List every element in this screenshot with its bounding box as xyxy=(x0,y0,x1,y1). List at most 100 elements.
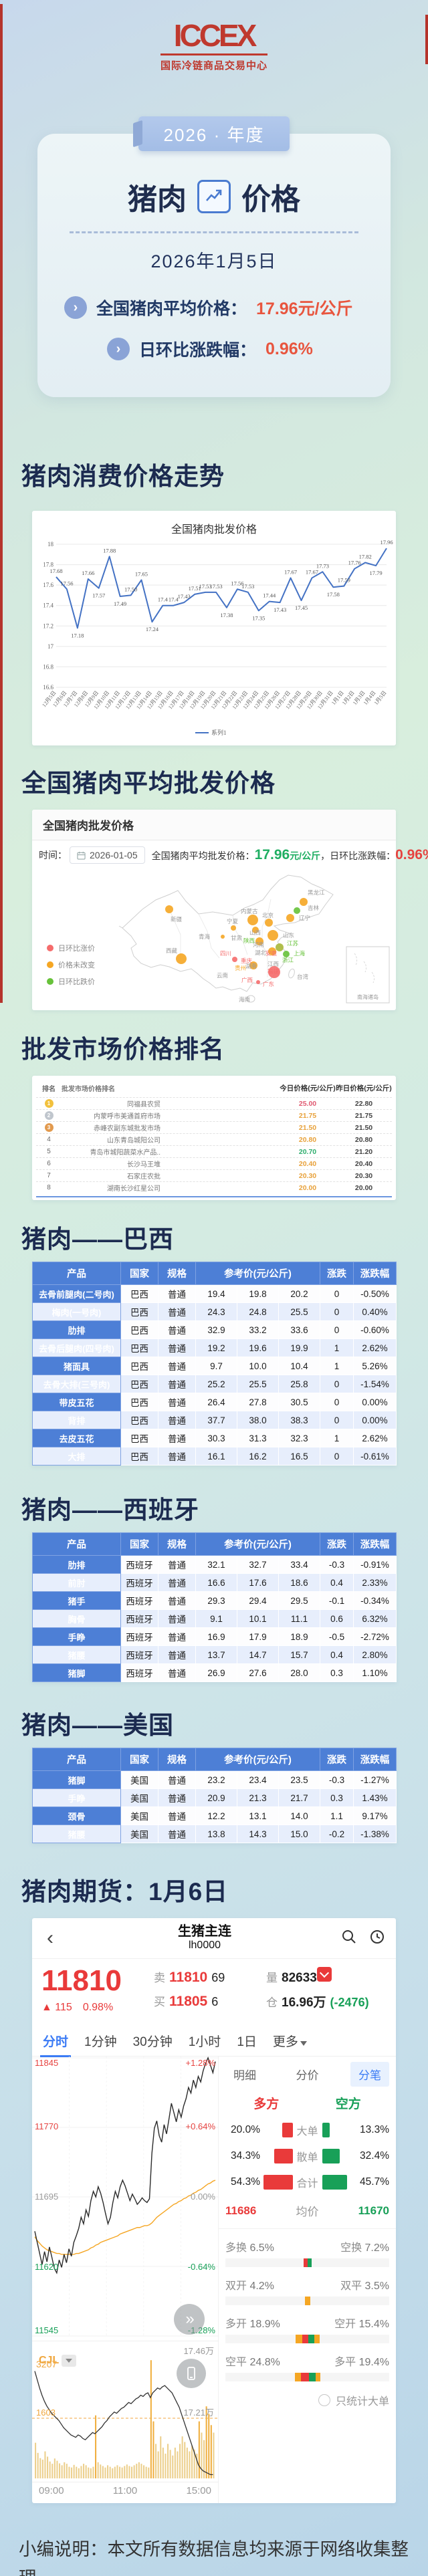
value-cell: 2.33% xyxy=(353,1573,397,1592)
col-country: 国家 xyxy=(120,1532,158,1556)
section-title-brazil: 猪肉——巴西 xyxy=(21,1225,174,1253)
col-pct: 涨跌幅 xyxy=(353,1262,397,1285)
short-bar xyxy=(322,2149,340,2163)
svg-text:+0.64%: +0.64% xyxy=(186,2121,216,2131)
value-cell: 37.7 xyxy=(195,1411,237,1429)
trend-chart-icon xyxy=(197,180,231,213)
map-legend-item-0: 日环比涨价 xyxy=(47,943,95,953)
value-cell: 19.8 xyxy=(237,1284,279,1303)
trend-chart-title: 全国猪肉批发价格 xyxy=(171,524,257,536)
map-dot-西藏 xyxy=(176,953,187,964)
product-cell: 肋排 xyxy=(32,1555,121,1574)
tab-分时[interactable]: 分时 xyxy=(39,2032,72,2057)
rank-number: 3 xyxy=(36,1123,62,1132)
ranking-row: 1 同福县农贸 25.00 22.80 xyxy=(36,1097,392,1109)
svg-text:-0.64%: -0.64% xyxy=(188,2262,216,2272)
value-cell: 32.9 xyxy=(195,1320,237,1339)
panel-tab-分笔[interactable]: 分笔 xyxy=(350,2061,389,2087)
value-cell: -0.1 xyxy=(320,1591,354,1610)
medal-icon: 3 xyxy=(44,1123,54,1132)
ranking-row: 2 内蒙呼市美通首府市场 21.75 21.75 xyxy=(36,1109,392,1121)
short-pct: 32.4% xyxy=(360,2150,389,2161)
rank-number: 2 xyxy=(36,1111,62,1120)
value-cell: 25.5 xyxy=(237,1375,279,1393)
value-cell: 18.6 xyxy=(278,1573,321,1592)
svg-text:+1.28%: +1.28% xyxy=(186,2058,216,2068)
value-cell: 普通 xyxy=(158,1663,196,1682)
tab-1日[interactable]: 1日 xyxy=(237,2034,257,2049)
ranking-card: 排名 批发市场价格排名 今日价格(元/公斤) 昨日价格(元/公斤) 1 同福县农贸… xyxy=(32,1076,396,1200)
tab-1小时[interactable]: 1小时 xyxy=(188,2034,221,2049)
table-row: 带皮五花 巴西 普通 26.4 27.8 30.5 0 0.00% xyxy=(32,1393,397,1411)
col-country: 国家 xyxy=(120,1748,158,1771)
col-pct: 涨跌幅 xyxy=(353,1748,397,1771)
back-icon[interactable]: ‹ xyxy=(47,1927,54,1949)
map-label-山东: 山东 xyxy=(283,932,294,939)
hero-card: 猪肉 价格 2026年1月5日 › 全国猪肉平均价格： 17.96元/公斤 › … xyxy=(37,134,391,397)
contract-code: lh0000 xyxy=(188,1940,221,1952)
map-label-江西: 江西 xyxy=(268,961,279,967)
table-row: 猪脚 西班牙 普通 26.9 27.6 28.0 0.3 1.10% xyxy=(32,1663,397,1682)
ranking-header-yesterday: 昨日价格(元/公斤) xyxy=(336,1084,392,1092)
search-icon[interactable] xyxy=(341,1929,357,1948)
date-picker[interactable]: 2026-01-05 xyxy=(70,846,145,864)
value-cell: 普通 xyxy=(158,1573,196,1592)
col-price: 参考价(元/公斤) xyxy=(195,1262,321,1285)
time-label: 时间： xyxy=(39,850,67,860)
big-orders-only-toggle[interactable]: 只统计大单 xyxy=(225,2392,389,2408)
dashed-divider xyxy=(70,231,358,233)
tab-1分钟[interactable]: 1分钟 xyxy=(84,2034,117,2049)
ranking-row: 5 青岛市城阳蔬菜水产品.. 20.70 21.20 xyxy=(36,1145,392,1157)
rotate-screen-button[interactable] xyxy=(177,2359,206,2388)
value-cell: 普通 xyxy=(158,1770,196,1789)
expand-right-button[interactable]: » xyxy=(174,2304,205,2335)
value-cell: 18.9 xyxy=(278,1627,321,1646)
panel-tab-明细[interactable]: 明细 xyxy=(233,2069,256,2082)
product-cell: 去骨后腿肉(四号肉) xyxy=(32,1338,121,1357)
expand-quote-icon[interactable] xyxy=(317,1967,332,1982)
section-title-ranking: 批发市场价格排名 xyxy=(21,1036,225,1063)
value-cell: 16.5 xyxy=(278,1447,321,1466)
history-clock-icon[interactable] xyxy=(369,1929,385,1948)
map-label-辽宁: 辽宁 xyxy=(299,915,310,921)
col-spec: 规格 xyxy=(158,1748,196,1771)
value-cell: -1.38% xyxy=(353,1825,397,1843)
value-cell: 38.3 xyxy=(278,1411,321,1429)
long-side-label: 多方 xyxy=(253,2097,280,2111)
table-row: 肋排 巴西 普通 32.9 33.2 33.6 0 -0.60% xyxy=(32,1320,397,1339)
value-cell: 普通 xyxy=(158,1788,196,1807)
col-country: 国家 xyxy=(120,1262,158,1285)
yesterday-price: 22.80 xyxy=(354,1099,373,1108)
value-cell: 17.6 xyxy=(237,1573,279,1592)
svg-text:3207: 3207 xyxy=(36,2359,57,2369)
value-cell: 1 xyxy=(320,1338,354,1357)
value-cell: 美国 xyxy=(120,1770,158,1789)
svg-text:17.50: 17.50 xyxy=(124,586,137,592)
legend-label: 日环比涨价 xyxy=(58,945,95,953)
wholesale-price-line-chart: 16.616.81717.217.417.617.81817.6817.5617… xyxy=(41,539,393,736)
svg-text:17.88: 17.88 xyxy=(103,547,116,554)
table-row: 颈骨 美国 普通 12.2 13.1 14.0 1.1 9.17% xyxy=(32,1806,397,1825)
value-cell: 普通 xyxy=(158,1555,196,1574)
value-cell: 普通 xyxy=(158,1609,196,1628)
market-name: 赤峰农副东城批发市场 xyxy=(94,1125,160,1133)
value-cell: 0.4 xyxy=(320,1645,354,1664)
map-label-浙江: 浙江 xyxy=(282,957,294,963)
price-change: ▲ 115 xyxy=(41,2002,72,2014)
svg-text:17: 17 xyxy=(47,643,54,650)
tab-更多[interactable]: 更多 xyxy=(273,2032,307,2050)
tab-30分钟[interactable]: 30分钟 xyxy=(132,2034,173,2049)
svg-text:17.6: 17.6 xyxy=(43,582,54,588)
price-change-pct: 0.98% xyxy=(82,2002,114,2014)
map-label-河南: 河南 xyxy=(253,941,264,948)
cjl-indicator-dropdown[interactable]: CJL xyxy=(39,2355,77,2367)
value-cell: 27.8 xyxy=(237,1393,279,1411)
map-label-江苏: 江苏 xyxy=(287,940,299,947)
market-name: 青岛市城阳蔬菜水产品.. xyxy=(90,1149,160,1157)
rank-number: 1 xyxy=(36,1099,62,1108)
value-cell: 19.9 xyxy=(278,1338,321,1357)
hero-title: 猪肉 价格 xyxy=(37,175,391,218)
svg-text:11695: 11695 xyxy=(35,2192,58,2202)
panel-tab-分价[interactable]: 分价 xyxy=(296,2069,319,2082)
legend-dot-icon xyxy=(47,945,54,951)
